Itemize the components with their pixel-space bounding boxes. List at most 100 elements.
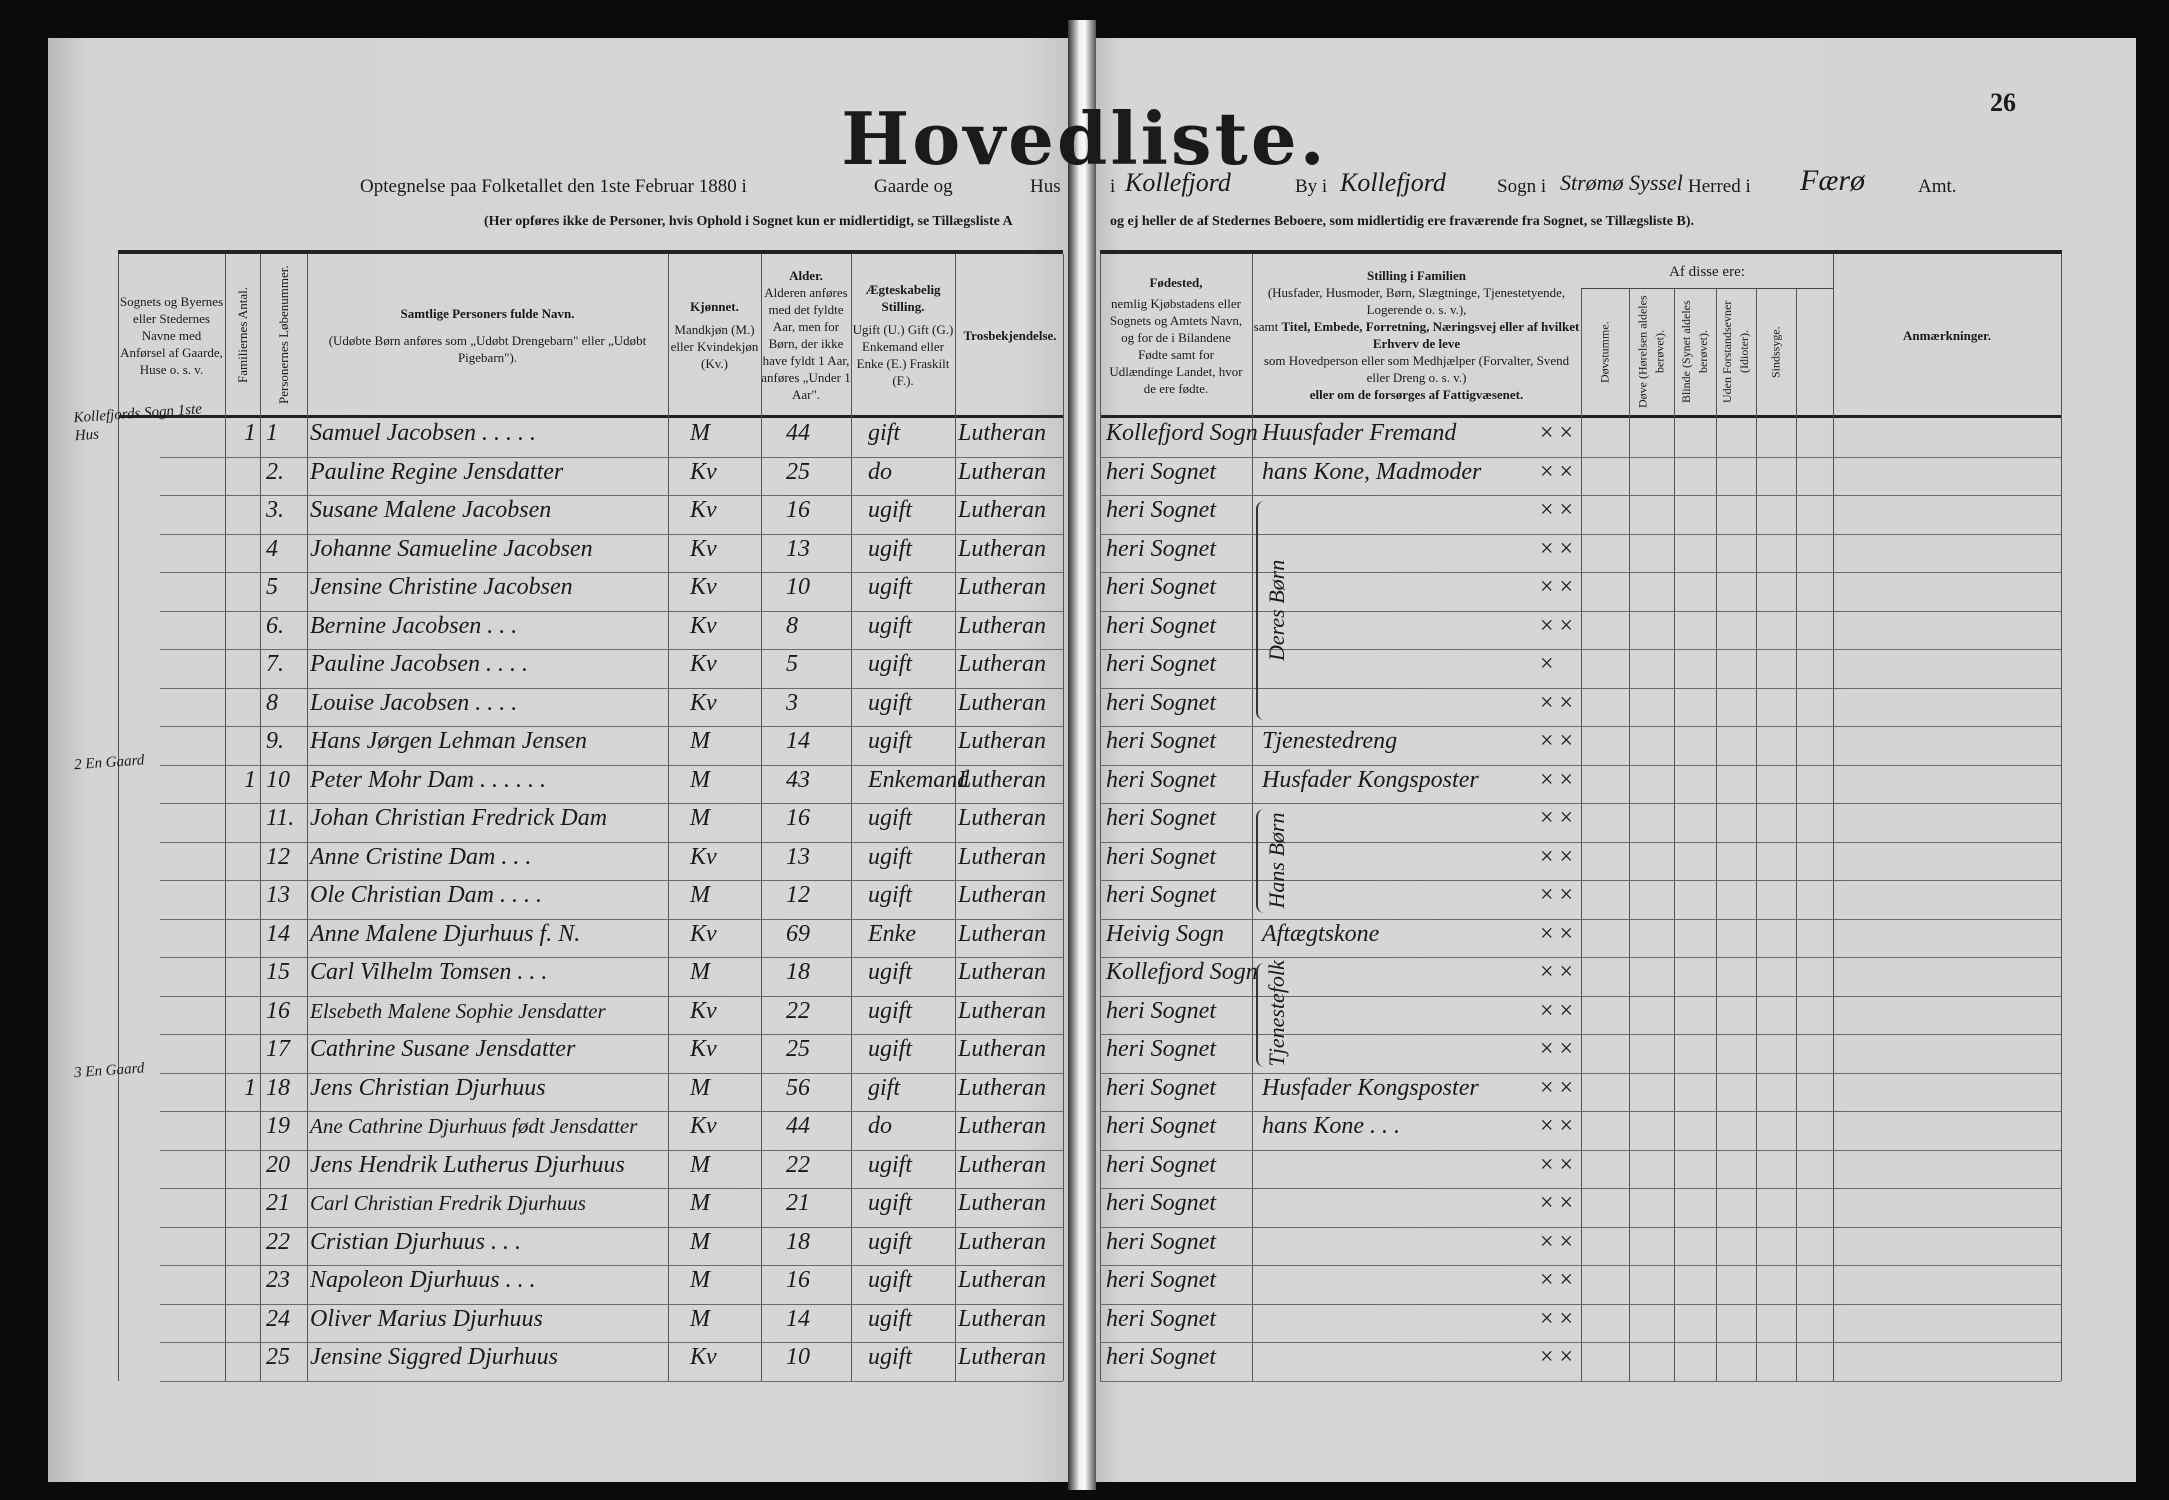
handwritten-by: Kollefjord [1125, 168, 1231, 197]
person-number-cell: 10 [266, 766, 290, 793]
column-rule [1100, 254, 1101, 1381]
sex-cell: Kv [690, 612, 717, 639]
birthplace-cell: heri Sognet [1106, 997, 1216, 1024]
name-cell: Louise Jacobsen . . . . [310, 689, 518, 716]
count-marks-cell: × × [1540, 458, 1574, 485]
column-rule [1716, 288, 1717, 1381]
header-marital-title: Ægteskabelig Stilling. [865, 282, 941, 314]
person-number-cell: 19 [266, 1113, 290, 1139]
column-rule [1581, 288, 1582, 1381]
row-rule [1100, 610, 2061, 612]
subtitle-text: Optegnelse paa Folketallet den 1ste Febr… [360, 176, 747, 197]
marital-status-cell: do [868, 458, 892, 485]
header-birthplace: Fødested, nemlig Kjøbstadens eller Sogne… [1100, 256, 1252, 414]
name-cell: Napoleon Djurhuus . . . [310, 1267, 536, 1293]
header-top-rule [1100, 250, 2062, 254]
age-cell: 13 [786, 535, 810, 562]
person-number-cell: 15 [266, 959, 290, 985]
person-number-cell: 4 [266, 535, 278, 562]
birthplace-cell: heri Sognet [1106, 1228, 1216, 1255]
name-cell: Johan Christian Fredrick Dam [310, 805, 608, 831]
count-marks-cell: × × [1540, 497, 1574, 523]
religion-cell: Lutheran [958, 997, 1047, 1024]
birthplace-cell: heri Sognet [1106, 1151, 1216, 1178]
right-page [1094, 38, 2136, 1482]
group-label: Hans Børn [1264, 812, 1289, 909]
person-number-cell: 2. [266, 458, 284, 485]
religion-cell: Lutheran [958, 882, 1047, 908]
name-cell: Hans Jørgen Lehman Jensen [310, 728, 588, 754]
row-rule [1100, 495, 2061, 496]
group-brace [1256, 963, 1266, 1067]
row-rule [1100, 918, 2061, 920]
person-number-cell: 9. [266, 728, 284, 754]
religion-cell: Lutheran [958, 497, 1047, 523]
row-rule [1100, 880, 2061, 881]
birthplace-cell: heri Sognet [1106, 843, 1216, 870]
birthplace-cell: heri Sognet [1106, 1113, 1216, 1139]
marital-status-cell: ugift [868, 843, 913, 870]
birthplace-cell: heri Sognet [1106, 458, 1216, 485]
birthplace-cell: heri Sognet [1106, 1267, 1216, 1293]
page-title: Hovedliste. [841, 96, 1328, 181]
sex-cell: Kv [690, 651, 717, 677]
person-number-cell: 3. [266, 497, 284, 523]
count-marks-cell: × × [1540, 1305, 1574, 1332]
row-rule [1100, 803, 2061, 804]
birthplace-cell: heri Sognet [1106, 766, 1216, 793]
header-position-note2b: Titel, Embede, Forretning, Næringsvej el… [1281, 319, 1580, 351]
person-number-cell: 17 [266, 1036, 290, 1062]
name-cell: Jens Christian Djurhuus [310, 1074, 546, 1101]
name-cell: Ane Cathrine Djurhuus født Jensdatter [310, 1114, 638, 1138]
age-cell: 44 [786, 1113, 810, 1139]
row-rule [1100, 1111, 2061, 1112]
marital-status-cell: ugift [868, 728, 913, 754]
marital-status-cell: ugift [868, 1036, 913, 1062]
person-number-cell: 8 [266, 689, 278, 716]
sex-cell: Kv [690, 535, 717, 562]
religion-cell: Lutheran [958, 1228, 1047, 1255]
row-rule [160, 1149, 1063, 1151]
person-number-cell: 1 [266, 420, 278, 446]
marital-status-cell: gift [868, 420, 901, 446]
marital-status-cell: ugift [868, 1228, 913, 1255]
header-age-title: Alder. [789, 268, 823, 283]
religion-cell: Lutheran [958, 420, 1047, 446]
row-rule [160, 649, 1063, 650]
birthplace-cell: heri Sognet [1106, 728, 1216, 754]
header-deafmute: Døvstumme. [1597, 321, 1612, 383]
name-cell: Samuel Jacobsen . . . . . [310, 420, 536, 446]
count-marks-cell: × × [1540, 959, 1574, 985]
handwritten-amt: Færø [1800, 164, 1866, 197]
row-rule [1100, 1226, 2061, 1228]
religion-cell: Lutheran [958, 612, 1047, 639]
birthplace-cell: heri Sognet [1106, 1190, 1216, 1216]
religion-cell: Lutheran [958, 728, 1047, 754]
sex-cell: Kv [690, 497, 717, 523]
row-rule [1100, 1265, 2061, 1266]
row-rule [160, 687, 1063, 689]
birthplace-cell: heri Sognet [1106, 1344, 1216, 1370]
group-label: Deres Børn [1264, 559, 1289, 662]
sex-cell: M [690, 1228, 710, 1255]
header-place: Sognets og Byernes eller Stedernes Navne… [119, 293, 224, 377]
religion-cell: Lutheran [958, 805, 1047, 831]
row-rule [160, 1380, 1063, 1382]
header-top-rule [118, 250, 1063, 254]
name-cell: Peter Mohr Dam . . . . . . [310, 766, 546, 793]
person-number-cell: 24 [266, 1305, 290, 1332]
row-rule [160, 1342, 1063, 1343]
position-cell: Aftægtskone [1262, 920, 1380, 947]
header-birthplace-note: nemlig Kjøbstadens eller Sognets og Amte… [1109, 295, 1243, 396]
row-rule [160, 803, 1063, 804]
religion-cell: Lutheran [958, 1036, 1047, 1062]
person-number-cell: 6. [266, 612, 284, 639]
age-cell: 18 [786, 959, 810, 985]
religion-cell: Lutheran [958, 766, 1047, 793]
name-cell: Carl Christian Fredrik Djurhuus [310, 1191, 586, 1215]
column-rule [1796, 288, 1797, 1381]
age-cell: 22 [786, 997, 810, 1024]
row-rule [160, 957, 1063, 958]
religion-cell: Lutheran [958, 689, 1047, 716]
count-marks-cell: × × [1540, 1344, 1574, 1370]
